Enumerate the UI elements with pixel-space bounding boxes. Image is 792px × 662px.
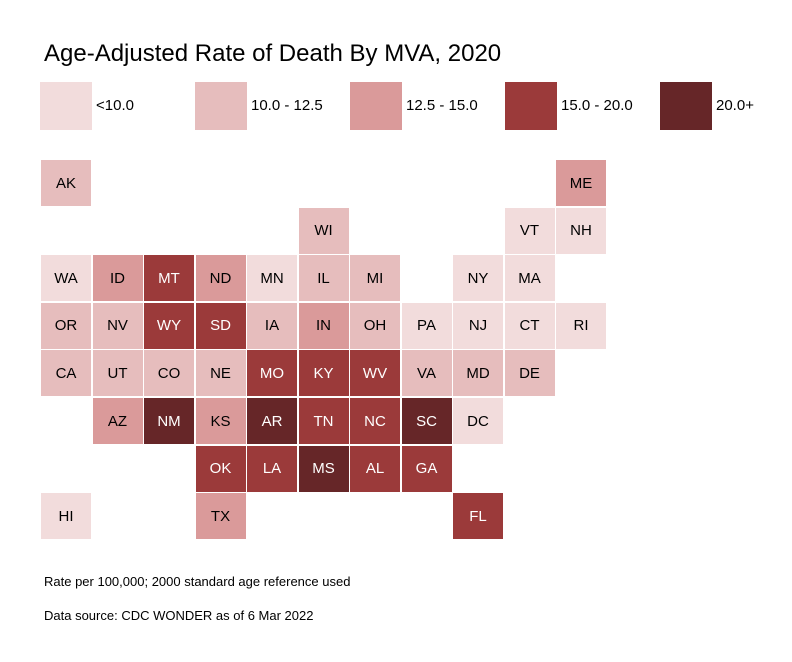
state-tile-vt: VT — [504, 207, 555, 254]
state-tile-nc: NC — [350, 398, 400, 444]
state-tile-pa: PA — [401, 302, 452, 349]
state-tile-mo: MO — [247, 350, 297, 397]
state-tile-ca: CA — [41, 350, 91, 397]
state-tile-me: ME — [556, 160, 606, 206]
state-tile-sd: SD — [195, 302, 246, 349]
legend-swatch — [195, 82, 247, 130]
legend-label: <10.0 — [96, 97, 134, 114]
state-tile-ia: IA — [247, 302, 297, 349]
legend-swatch — [505, 82, 557, 130]
state-tile-ak: AK — [41, 160, 91, 206]
legend-label: 10.0 - 12.5 — [251, 97, 323, 114]
state-tile-la: LA — [247, 445, 297, 492]
state-tile-ar: AR — [247, 398, 297, 444]
rate-footnote: Rate per 100,000; 2000 standard age refe… — [44, 574, 351, 589]
state-tile-va: VA — [401, 350, 452, 397]
state-tile-wi: WI — [298, 207, 349, 254]
state-tile-ok: OK — [195, 445, 246, 492]
state-tile-mn: MN — [247, 255, 297, 302]
state-tile-hi: HI — [41, 493, 91, 540]
state-tile-de: DE — [504, 350, 555, 397]
state-tile-ga: GA — [401, 445, 452, 492]
chart-title: Age-Adjusted Rate of Death By MVA, 2020 — [44, 40, 502, 67]
state-tile-ks: KS — [195, 398, 246, 444]
state-tile-ms: MS — [298, 445, 349, 492]
state-tile-co: CO — [144, 350, 194, 397]
state-tile-tn: TN — [298, 398, 349, 444]
state-tile-wy: WY — [144, 302, 194, 349]
state-tile-ny: NY — [453, 255, 503, 302]
state-tile-ct: CT — [504, 302, 555, 349]
state-tile-al: AL — [350, 445, 400, 492]
state-tile-mt: MT — [144, 255, 194, 302]
state-tile-ky: KY — [298, 350, 349, 397]
state-tile-nv: NV — [92, 302, 143, 349]
state-tile-ma: MA — [504, 255, 555, 302]
state-tile-nj: NJ — [453, 302, 503, 349]
state-tile-in: IN — [298, 302, 349, 349]
state-tile-ri: RI — [556, 302, 606, 349]
legend-swatch — [660, 82, 712, 130]
state-tile-ut: UT — [92, 350, 143, 397]
state-tile-az: AZ — [92, 398, 143, 444]
state-tile-nh: NH — [556, 207, 606, 254]
state-tile-sc: SC — [401, 398, 452, 444]
legend-label: 15.0 - 20.0 — [561, 97, 633, 114]
state-tile-md: MD — [453, 350, 503, 397]
state-tile-tx: TX — [195, 493, 246, 540]
legend-label: 12.5 - 15.0 — [406, 97, 478, 114]
state-tile-fl: FL — [453, 493, 503, 540]
legend-label: 20.0+ — [716, 97, 754, 114]
state-tile-nd: ND — [195, 255, 246, 302]
state-tile-ne: NE — [195, 350, 246, 397]
legend-swatch — [40, 82, 92, 130]
state-tile-wv: WV — [350, 350, 400, 397]
legend-swatch — [350, 82, 402, 130]
state-tile-id: ID — [92, 255, 143, 302]
state-tile-or: OR — [41, 302, 91, 349]
state-tile-nm: NM — [144, 398, 194, 444]
state-tile-wa: WA — [41, 255, 91, 302]
state-tile-oh: OH — [350, 302, 400, 349]
source-footnote: Data source: CDC WONDER as of 6 Mar 2022 — [44, 608, 314, 623]
state-tile-mi: MI — [350, 255, 400, 302]
state-tile-dc: DC — [453, 398, 503, 444]
state-tile-il: IL — [298, 255, 349, 302]
